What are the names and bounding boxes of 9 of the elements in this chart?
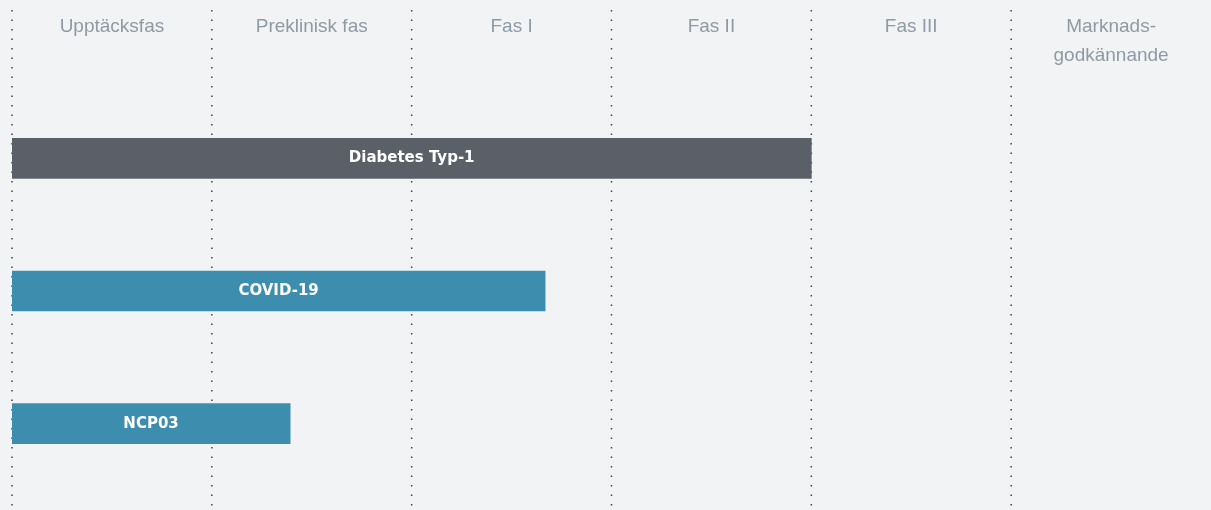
- annotation: Fas II: [687, 15, 736, 37]
- annotation: Fas I: [490, 15, 533, 37]
- annotation: Upptäcksfas: [59, 15, 165, 37]
- y-tick-label: COVID-19: [238, 280, 319, 299]
- text: Fas III: [884, 15, 938, 37]
- annotation: Preklinisk fas: [255, 15, 368, 37]
- text: Marknads- godkännande: [1053, 15, 1169, 66]
- y-tick-label: Diabetes Typ-1: [348, 148, 475, 167]
- y-tick-label: NCP03: [123, 413, 179, 432]
